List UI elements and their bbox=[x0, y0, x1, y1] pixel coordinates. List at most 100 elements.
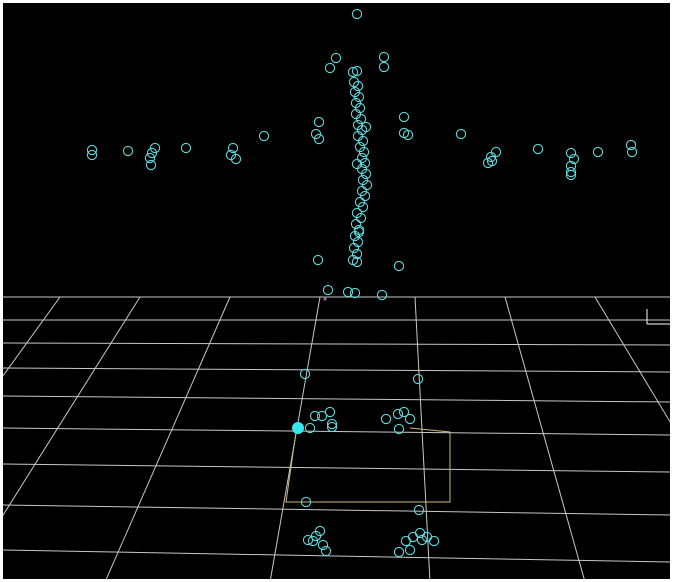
marker-icon[interactable] bbox=[352, 80, 364, 92]
marker-icon[interactable] bbox=[565, 147, 577, 159]
point-cloud-scene[interactable] bbox=[3, 3, 670, 579]
marker-icon[interactable] bbox=[486, 155, 498, 167]
marker-icon[interactable] bbox=[353, 226, 365, 238]
marker-icon[interactable] bbox=[360, 121, 372, 133]
marker-icon[interactable] bbox=[314, 525, 326, 537]
marker-icon[interactable] bbox=[149, 142, 161, 154]
marker-icon[interactable] bbox=[400, 535, 412, 547]
marker-icon[interactable] bbox=[317, 539, 329, 551]
marker-icon[interactable] bbox=[402, 129, 414, 141]
marker-icon[interactable] bbox=[347, 66, 359, 78]
marker-icon[interactable] bbox=[320, 545, 332, 557]
marker-icon[interactable] bbox=[300, 496, 312, 508]
marker-icon[interactable] bbox=[626, 146, 638, 158]
marker-icon[interactable] bbox=[359, 157, 371, 169]
marker-icon[interactable] bbox=[227, 142, 239, 154]
marker-icon[interactable] bbox=[122, 145, 134, 157]
marker-icon[interactable] bbox=[307, 535, 319, 547]
marker-icon[interactable] bbox=[565, 166, 577, 178]
marker-icon[interactable] bbox=[398, 111, 410, 123]
marker-icon[interactable] bbox=[354, 196, 366, 208]
marker-icon[interactable] bbox=[360, 168, 372, 180]
marker-icon[interactable] bbox=[322, 284, 334, 296]
marker-icon[interactable] bbox=[361, 179, 373, 191]
grid-line bbox=[3, 342, 670, 346]
marker-icon[interactable] bbox=[359, 190, 371, 202]
marker-icon[interactable] bbox=[404, 544, 416, 556]
marker-icon[interactable] bbox=[351, 158, 363, 170]
marker-icon[interactable] bbox=[404, 413, 416, 425]
marker-icon[interactable] bbox=[258, 130, 270, 142]
marker-icon[interactable] bbox=[568, 153, 580, 165]
marker-icon[interactable] bbox=[353, 91, 365, 103]
marker-icon[interactable] bbox=[299, 368, 311, 380]
marker-icon[interactable] bbox=[180, 142, 192, 154]
marker-icon[interactable] bbox=[378, 61, 390, 73]
marker-icon[interactable] bbox=[565, 169, 577, 181]
marker-icon[interactable] bbox=[485, 151, 497, 163]
grid-line bbox=[3, 463, 670, 473]
marker-icon[interactable] bbox=[86, 144, 98, 156]
marker-icon[interactable] bbox=[146, 147, 158, 159]
3d-viewport[interactable] bbox=[3, 3, 670, 579]
marker-icon[interactable] bbox=[230, 153, 242, 165]
marker-icon[interactable] bbox=[355, 212, 367, 224]
marker-icon[interactable] bbox=[398, 406, 410, 418]
marker-icon[interactable] bbox=[428, 535, 440, 547]
marker-icon[interactable] bbox=[309, 410, 321, 422]
marker-icon[interactable] bbox=[393, 546, 405, 558]
marker-icon[interactable] bbox=[412, 373, 424, 385]
marker-icon[interactable] bbox=[356, 152, 368, 164]
marker-icon[interactable] bbox=[355, 113, 367, 125]
marker-icon[interactable] bbox=[349, 230, 361, 242]
marker-icon[interactable] bbox=[393, 423, 405, 435]
marker-icon[interactable] bbox=[342, 286, 354, 298]
grid-line bbox=[594, 296, 670, 423]
marker-icon[interactable] bbox=[302, 534, 314, 546]
marker-icon[interactable] bbox=[490, 146, 502, 158]
marker-icon[interactable] bbox=[349, 287, 361, 299]
marker-icon[interactable] bbox=[324, 62, 336, 74]
marker-icon[interactable] bbox=[324, 406, 336, 418]
marker-icon[interactable] bbox=[358, 146, 370, 158]
marker-icon[interactable] bbox=[380, 413, 392, 425]
marker-icon[interactable] bbox=[310, 128, 322, 140]
marker-icon[interactable] bbox=[376, 289, 388, 301]
marker-icon[interactable] bbox=[416, 534, 428, 546]
marker-icon[interactable] bbox=[357, 201, 369, 213]
selected-marker-icon[interactable] bbox=[292, 422, 304, 434]
marker-icon[interactable] bbox=[313, 116, 325, 128]
marker-icon[interactable] bbox=[304, 422, 316, 434]
marker-icon[interactable] bbox=[378, 51, 390, 63]
marker-icon[interactable] bbox=[413, 504, 425, 516]
marker-icon[interactable] bbox=[326, 421, 338, 433]
marker-icon[interactable] bbox=[326, 418, 338, 430]
marker-icon[interactable] bbox=[357, 135, 369, 147]
marker-icon[interactable] bbox=[316, 410, 328, 422]
grid-line bbox=[3, 395, 670, 403]
marker-icon[interactable] bbox=[625, 139, 637, 151]
floor-trace bbox=[285, 427, 451, 503]
marker-icon[interactable] bbox=[356, 185, 368, 197]
marker-icon[interactable] bbox=[532, 143, 544, 155]
marker-icon[interactable] bbox=[392, 408, 404, 420]
grid-line bbox=[3, 549, 670, 563]
marker-icon[interactable] bbox=[351, 256, 363, 268]
marker-icon[interactable] bbox=[86, 149, 98, 161]
marker-icon[interactable] bbox=[348, 76, 360, 88]
grid-line bbox=[3, 367, 670, 373]
marker-icon[interactable] bbox=[330, 52, 342, 64]
marker-icon[interactable] bbox=[144, 152, 156, 164]
marker-icon[interactable] bbox=[407, 531, 419, 543]
marker-icon[interactable] bbox=[455, 128, 467, 140]
marker-icon[interactable] bbox=[348, 242, 360, 254]
marker-icon[interactable] bbox=[145, 159, 157, 171]
marker-icon[interactable] bbox=[313, 133, 325, 145]
marker-icon[interactable] bbox=[312, 254, 324, 266]
marker-icon[interactable] bbox=[351, 8, 363, 20]
marker-icon[interactable] bbox=[592, 146, 604, 158]
grid-line bbox=[3, 296, 141, 517]
marker-icon[interactable] bbox=[393, 260, 405, 272]
marker-icon[interactable] bbox=[351, 65, 363, 77]
grid-line bbox=[414, 296, 431, 579]
